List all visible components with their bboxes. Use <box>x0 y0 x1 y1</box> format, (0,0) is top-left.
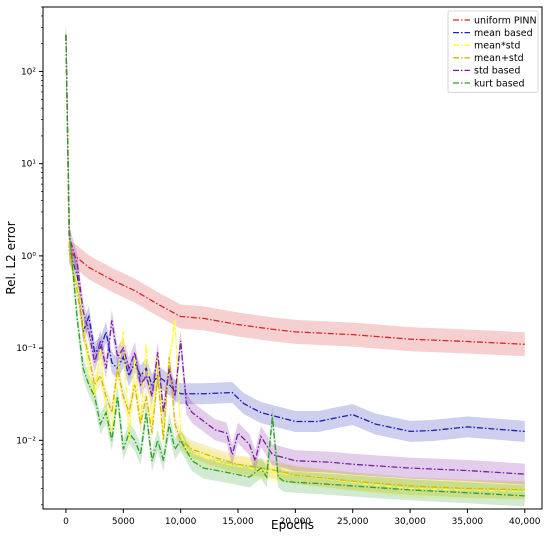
x-tick-label: 35,000 <box>452 517 484 527</box>
x-axis: 0 5000 10,000 15,000 20,000 25,000 30,000 35,00… <box>63 509 541 527</box>
x-tick-label: 5000 <box>112 517 135 527</box>
series-line <box>65 34 525 433</box>
x-tick-label: 30,000 <box>394 517 426 527</box>
series-line <box>65 34 525 475</box>
legend-label: mean*std <box>474 41 520 52</box>
series-line <box>65 34 525 345</box>
legend-label: mean based <box>474 28 533 39</box>
y-tick-label: 10¹ <box>21 160 36 170</box>
y-tick-label: 10⁻² <box>16 436 36 446</box>
series-line <box>65 34 525 492</box>
y-tick-label: 10² <box>21 67 36 77</box>
x-tick-label: 0 <box>63 517 69 527</box>
y-tick-label: 10⁻¹ <box>16 344 36 354</box>
x-tick-label: 20,000 <box>280 517 312 527</box>
x-tick-label: 40,000 <box>509 517 541 527</box>
series-line <box>65 34 525 491</box>
y-tick-label: 10⁰ <box>21 252 36 262</box>
legend-label: uniform PINN <box>474 15 537 26</box>
series-line <box>65 34 525 497</box>
x-tick-label: 15,000 <box>222 517 254 527</box>
x-tick-label: 10,000 <box>165 517 197 527</box>
y-axis: 10⁻² 10⁻¹ 10⁰ 10¹ 10² <box>16 6 43 506</box>
y-axis-label: Rel. L2 error <box>4 221 18 294</box>
legend-box <box>447 10 539 93</box>
x-axis-label: Epochs <box>271 518 314 532</box>
series-lines <box>65 34 525 497</box>
plot-frame <box>42 6 543 510</box>
legend-label: kurt based <box>474 78 525 89</box>
legend-label: std based <box>474 66 520 77</box>
legend-label: mean+std <box>474 53 524 64</box>
x-tick-label: 25,000 <box>337 517 369 527</box>
